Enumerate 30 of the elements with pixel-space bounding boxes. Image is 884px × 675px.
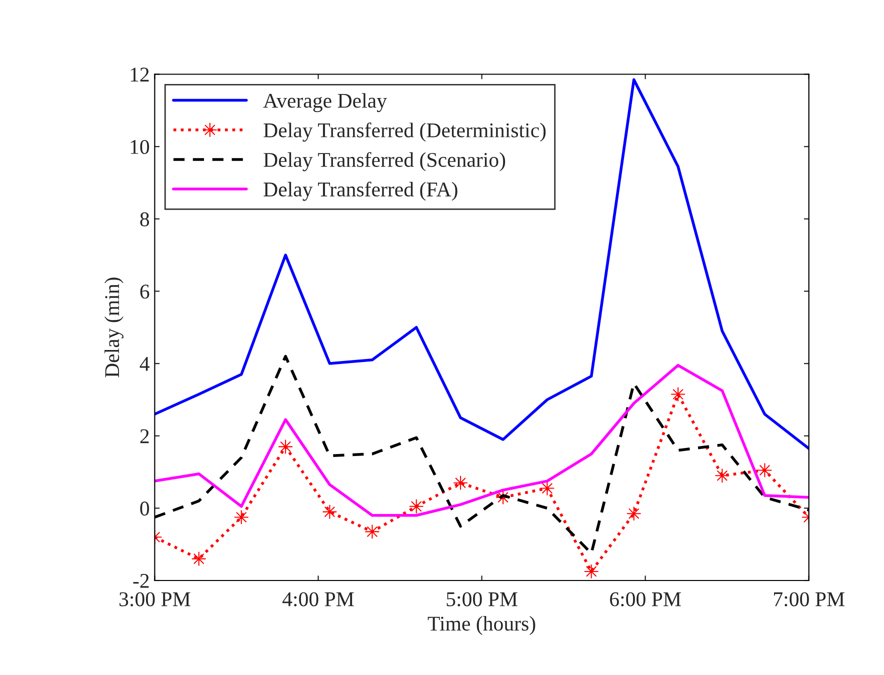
x-tick-label: 4:00 PM [282,592,354,606]
x-tick-label: 5:00 PM [446,592,518,606]
legend-label: Average Delay [263,93,387,112]
point [191,551,206,566]
y-axis-title: Delay (min) [104,278,124,378]
x-tick-label: 6:00 PM [610,592,681,606]
y-tick-label: 10 [130,140,150,154]
x-tick-label: 3:00 PM [120,592,190,606]
y-tick-label: -2 [133,574,149,588]
line-series [154,364,809,517]
y-tick-label: 12 [130,68,149,82]
point [408,498,424,514]
point [584,564,599,579]
point [234,510,249,525]
line-series [154,78,809,450]
legend-label: Delay Transferred (Deterministic) [264,122,546,142]
y-tick-label: 0 [140,502,150,516]
point [364,524,380,540]
point [714,468,730,484]
legend-label: Delay Transferred (FA) [264,182,458,201]
x-axis-title: Time (hours) [428,616,536,635]
legend-label: Delay Transferred (Scenario) [264,152,506,172]
y-tick-label: 4 [140,357,150,371]
y-tick-label: 2 [140,429,149,444]
y-tick-label: 6 [140,284,150,299]
point [278,439,293,454]
x-tick-label: 7:00 PM [774,592,844,606]
point [322,504,338,520]
point [453,475,468,490]
y-tick-label: 8 [140,212,150,226]
